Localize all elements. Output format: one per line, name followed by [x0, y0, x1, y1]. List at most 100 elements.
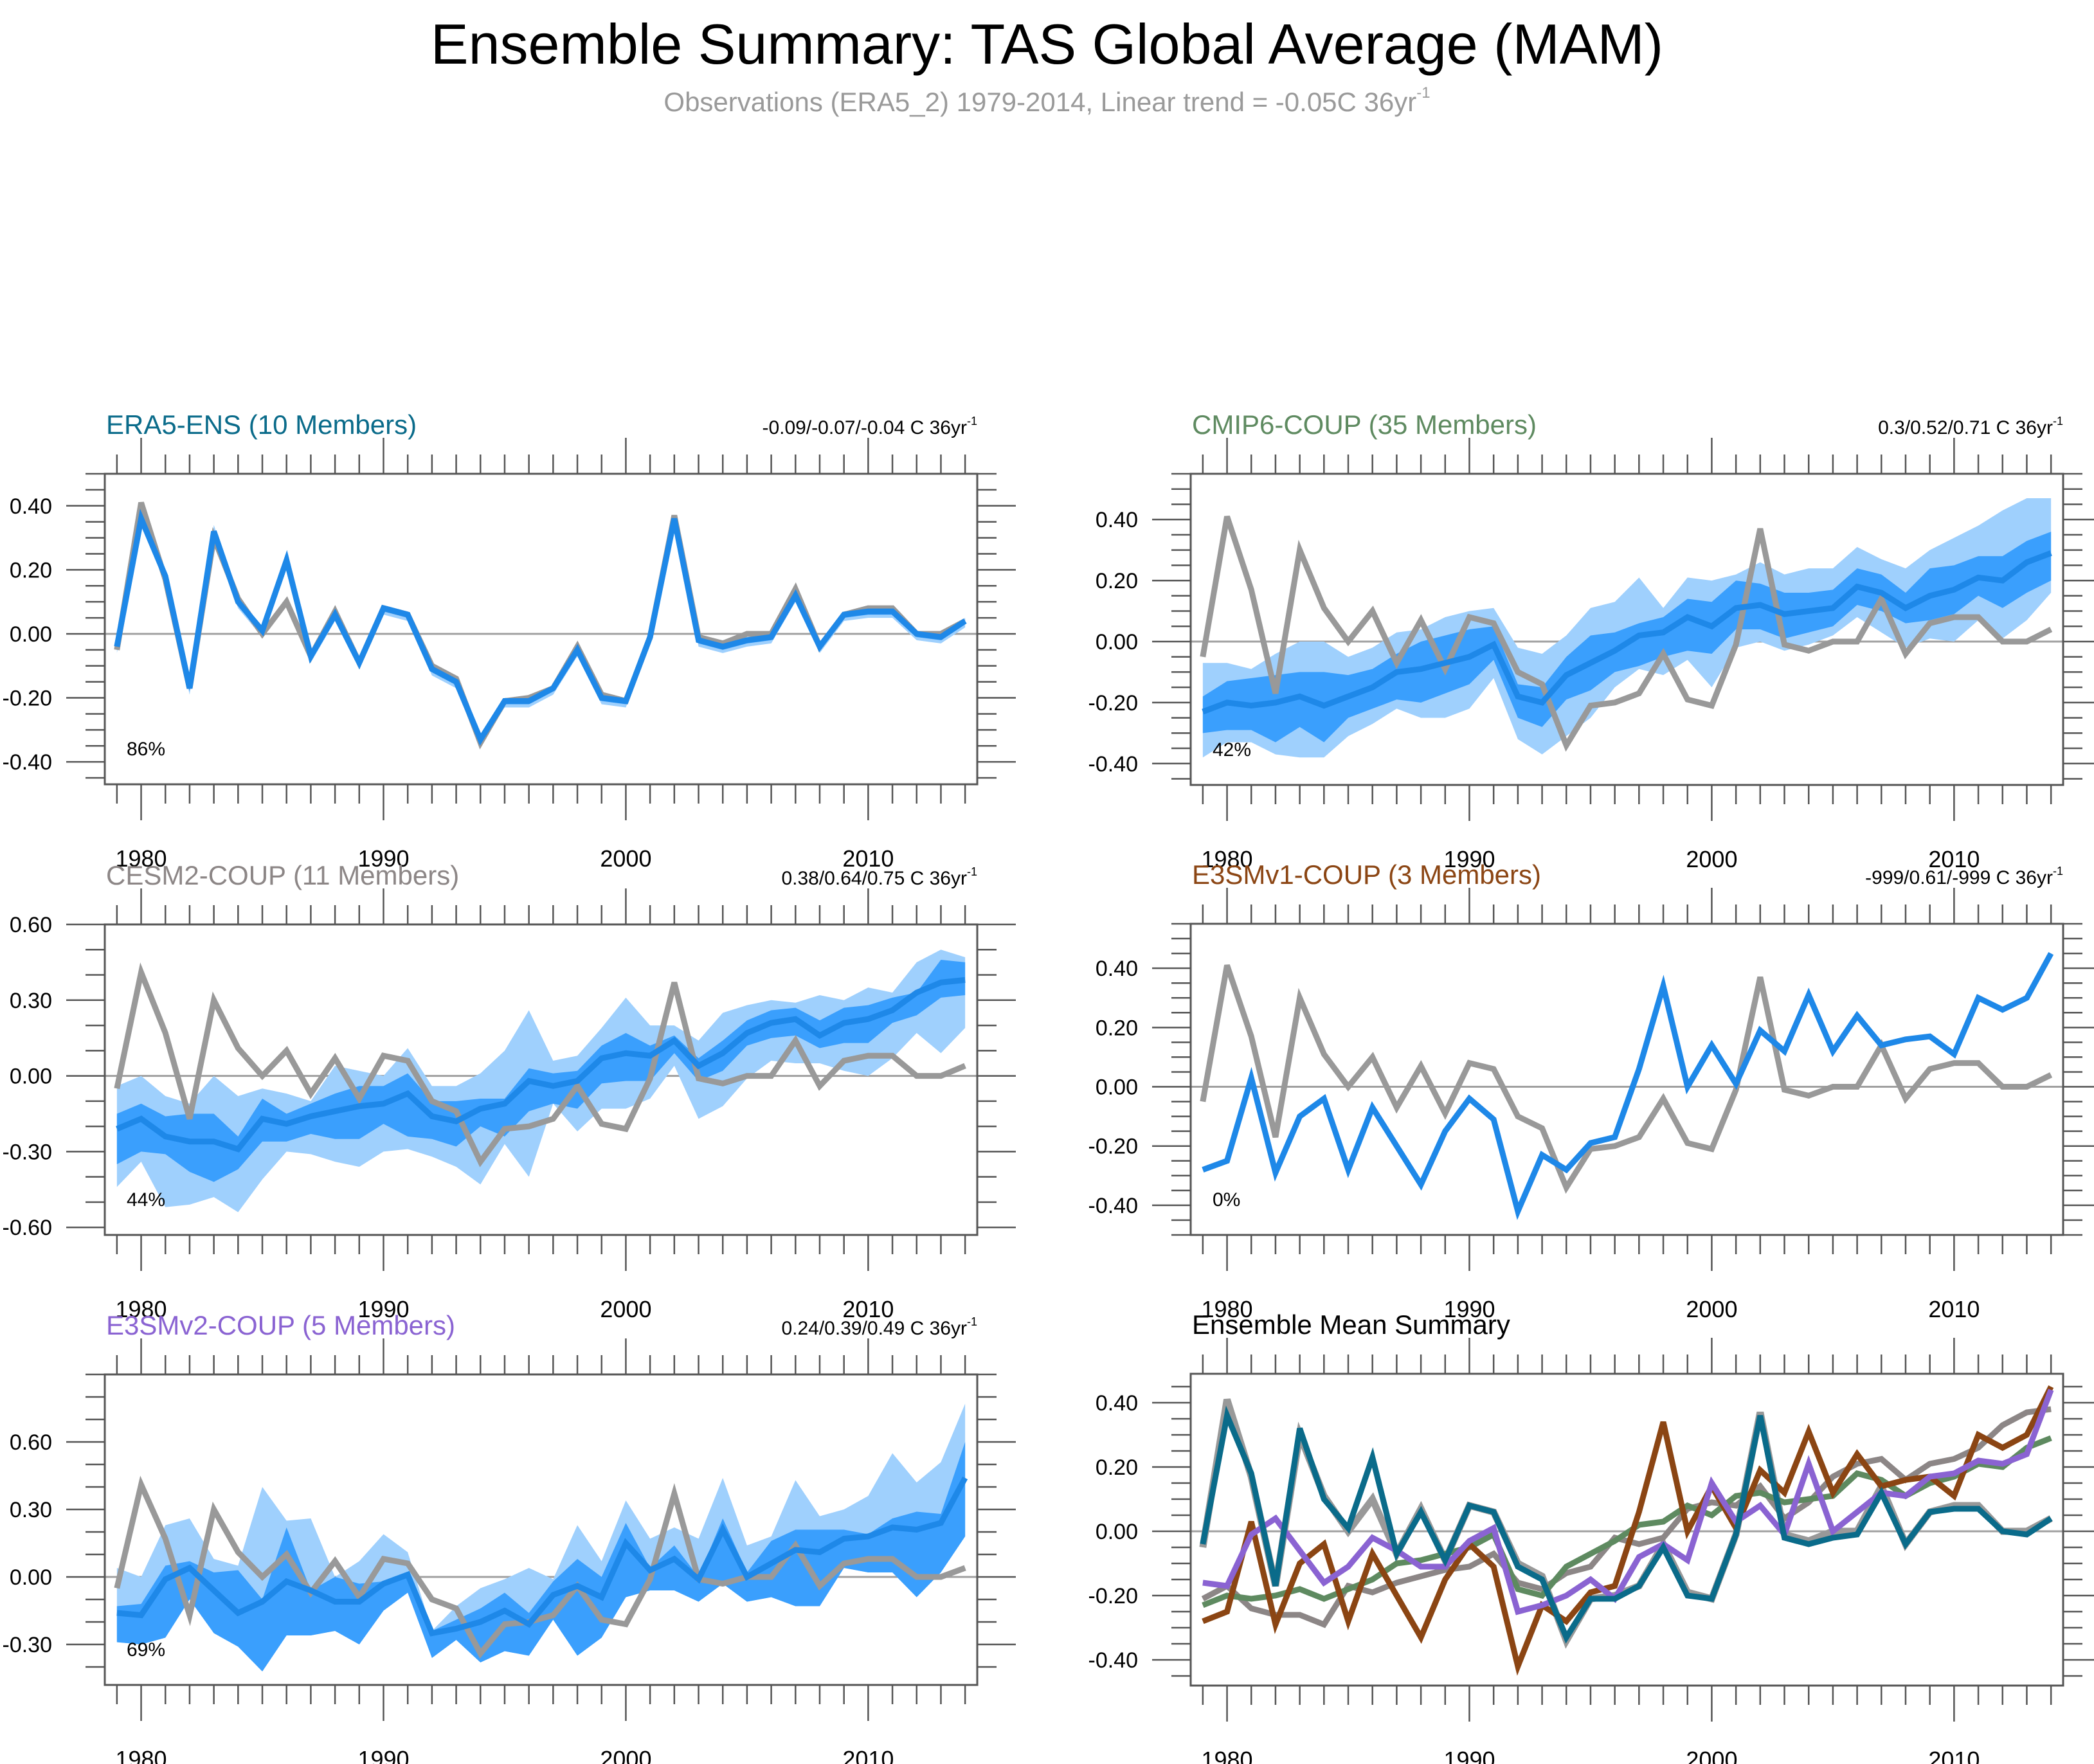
x-tick-label: 1980 — [115, 845, 167, 872]
subtitle-text: Observations (ERA5_2) 1979-2014, Linear … — [663, 87, 1417, 117]
spread-band-inner — [116, 959, 966, 1182]
panel-e3smv1: E3SMv1-COUP (3 Members) -999/0.61/-999 C … — [1088, 860, 2094, 1322]
y-tick-label: 0.20 — [10, 558, 52, 582]
y-tick-label: 0.40 — [1096, 508, 1138, 532]
y-tick-label: 0.00 — [1096, 630, 1138, 654]
panel-title: E3SMv2-COUP (5 Members) — [106, 1310, 455, 1340]
panel-cmip6: CMIP6-COUP (35 Members) 0.3/0.52/0.71 C 3… — [1088, 410, 2094, 872]
y-tick-label: 0.00 — [10, 1565, 52, 1590]
y-tick-label: -0.30 — [3, 1140, 53, 1164]
subtitle-superscript: -1 — [1416, 84, 1431, 102]
trend-label: -999/0.61/-999 C 36yr-1 — [1865, 865, 2063, 888]
spread-band-inner — [1202, 532, 2052, 742]
panel-title: E3SMv1-COUP (3 Members) — [1192, 860, 1541, 890]
y-tick-label: -0.20 — [1088, 691, 1139, 716]
y-tick-label: -0.30 — [3, 1633, 53, 1657]
observed-line — [1200, 964, 2053, 1194]
trend-superscript: -1 — [2053, 415, 2063, 428]
x-tick-label: 1980 — [115, 1296, 167, 1322]
x-tick-label: 2010 — [1928, 1296, 1980, 1322]
x-tick-label: 2000 — [1686, 846, 1737, 872]
trend-superscript: -1 — [967, 1315, 977, 1328]
series-line-e3smv2 — [1202, 1389, 2054, 1616]
x-tick-label: 2000 — [1686, 1747, 1737, 1764]
panel-title: CMIP6-COUP (35 Members) — [1192, 410, 1537, 440]
y-tick-label: 0.20 — [1096, 1455, 1138, 1480]
percent-label: 42% — [1213, 739, 1251, 760]
series-line-era5 — [1200, 1405, 2053, 1644]
percent-label: 69% — [127, 1639, 165, 1661]
x-tick-label: 2010 — [842, 1296, 894, 1322]
y-tick-label: -0.40 — [3, 750, 53, 775]
x-tick-label: 1990 — [357, 1296, 409, 1322]
x-tick-label: 2000 — [1686, 1296, 1737, 1322]
y-tick-label: 0.00 — [1096, 1076, 1138, 1100]
trend-text: -0.09/-0.07/-0.04 C 36yr — [762, 417, 967, 438]
y-tick-label: 0.30 — [10, 1498, 52, 1522]
y-tick-label: 0.40 — [1096, 957, 1138, 981]
panel-cesm2: CESM2-COUP (11 Members) 0.38/0.64/0.75 C … — [3, 860, 1016, 1322]
trend-text: 0.24/0.39/0.49 C 36yr — [781, 1318, 967, 1339]
trend-label: 0.24/0.39/0.49 C 36yr-1 — [781, 1315, 977, 1339]
x-tick-label: 2000 — [600, 845, 651, 872]
trend-text: 0.38/0.64/0.75 C 36yr — [781, 868, 967, 889]
x-tick-label: 1990 — [1443, 1747, 1495, 1764]
y-tick-label: 0.30 — [10, 989, 52, 1013]
plot-area — [105, 950, 977, 1212]
y-tick-label: -0.20 — [1088, 1584, 1139, 1608]
spread-band-inner — [116, 1442, 966, 1671]
x-tick-label: 1980 — [1201, 846, 1252, 872]
x-tick-label: 1990 — [1443, 1296, 1495, 1322]
y-tick-label: -0.40 — [1088, 1648, 1139, 1673]
plot-area — [1191, 951, 2063, 1220]
percent-label: 0% — [1213, 1189, 1240, 1210]
observed-line — [1200, 516, 2053, 752]
spread-band-outer — [116, 512, 966, 746]
ensemble-mean-line — [1202, 550, 2052, 715]
ensemble-mean-line — [116, 977, 966, 1153]
plot-frame — [104, 923, 979, 1236]
trend-superscript: -1 — [967, 415, 977, 428]
x-tick-label: 2010 — [1928, 846, 1980, 872]
panel-title: Ensemble Mean Summary — [1192, 1310, 1510, 1340]
x-tick-label: 2010 — [842, 845, 894, 872]
figure-subtitle: Observations (ERA5_2) 1979-2014, Linear … — [0, 84, 2094, 118]
ensemble-mean-line — [1202, 951, 2054, 1220]
panel-e3smv2: E3SMv2-COUP (5 Members) 0.24/0.39/0.49 C … — [3, 1310, 1016, 1764]
y-tick-label: -0.20 — [3, 687, 53, 711]
observed-line — [114, 1475, 966, 1659]
trend-superscript: -1 — [967, 865, 977, 878]
y-tick-label: 0.60 — [10, 1430, 52, 1455]
x-tick-label: 1990 — [1443, 846, 1495, 872]
panel-era5: ERA5-ENS (10 Members) -0.09/-0.07/-0.04 C… — [3, 410, 1016, 872]
x-tick-label: 1980 — [1201, 1747, 1252, 1764]
x-tick-label: 1990 — [357, 845, 409, 872]
percent-label: 86% — [127, 739, 165, 760]
y-tick-label: 0.00 — [1096, 1520, 1138, 1544]
y-tick-label: 0.20 — [1096, 1016, 1138, 1040]
plot-frame — [1189, 1372, 2064, 1687]
y-tick-label: -0.40 — [1088, 752, 1139, 777]
plot-area — [1191, 498, 2063, 758]
ensemble-mean-line — [114, 509, 967, 746]
plot-area — [1191, 1385, 2063, 1676]
trend-label: 0.3/0.52/0.71 C 36yr-1 — [1878, 415, 2063, 438]
x-tick-label: 1990 — [357, 1746, 409, 1764]
x-tick-label: 1980 — [115, 1746, 167, 1764]
y-tick-label: 0.00 — [10, 1065, 52, 1089]
y-tick-label: -0.40 — [1088, 1194, 1139, 1218]
plot-frame — [104, 473, 979, 786]
x-tick-label: 2000 — [600, 1296, 651, 1322]
plot-frame — [104, 1373, 979, 1686]
x-tick-label: 2010 — [842, 1746, 894, 1764]
plot-area — [105, 501, 977, 750]
x-tick-label: 1980 — [1201, 1296, 1252, 1322]
panel-title: ERA5-ENS (10 Members) — [106, 410, 417, 440]
y-tick-label: 0.00 — [10, 622, 52, 647]
panel-title: CESM2-COUP (11 Members) — [106, 860, 459, 890]
plot-area — [105, 1403, 977, 1671]
trend-text: -999/0.61/-999 C 36yr — [1865, 867, 2053, 888]
y-tick-label: 0.40 — [10, 494, 52, 519]
x-tick-label: 2010 — [1928, 1747, 1980, 1764]
